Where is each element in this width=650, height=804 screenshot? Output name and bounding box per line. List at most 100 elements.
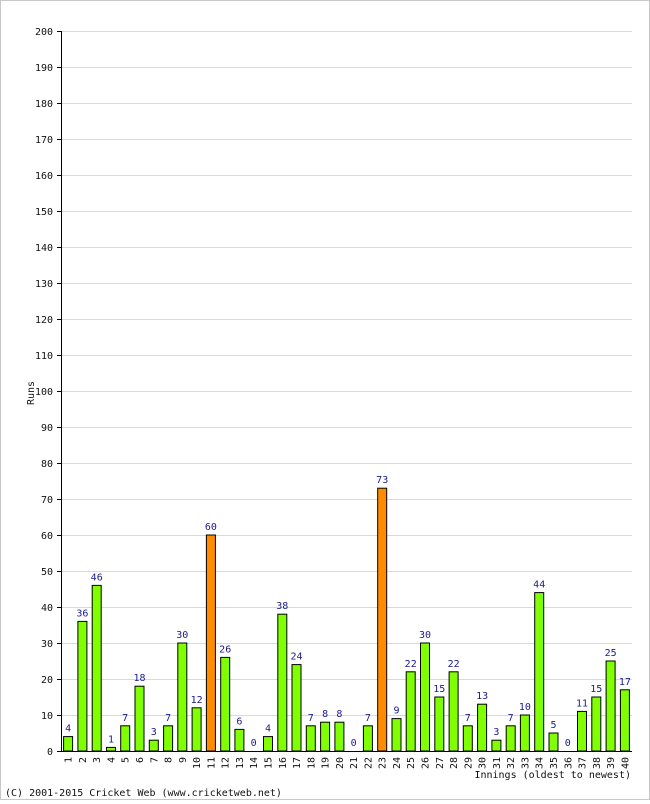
y-axis-ticks: 0 10 20 30 40 50 60 70 80 90 100 110 120 130 140 150 160… [35,27,61,758]
x-tick-label: 8 [164,757,175,763]
x-tick-label: 32 [506,757,517,769]
bar-innings-9 [177,642,188,752]
data-label: 4 [265,724,271,735]
data-label: 7 [165,713,171,724]
y-tick-label: 110 [35,351,53,362]
data-label: 17 [619,677,631,688]
data-label: 30 [176,630,188,641]
y-tick-label: 190 [35,63,53,74]
bar-innings-29 [462,725,473,752]
bar-innings-39 [605,660,616,752]
bar-innings-23 [377,487,388,752]
bar-innings-15 [263,736,273,752]
bar-innings-6 [134,685,145,752]
data-label: 36 [76,608,88,619]
x-tick-label: 17 [292,757,303,769]
x-tick-label: 1 [64,757,75,763]
data-label: 15 [433,684,445,695]
x-tick-label: 16 [278,757,289,769]
y-tick-label: 30 [41,639,53,650]
data-label: 3 [493,727,499,738]
x-tick-label: 20 [335,757,346,769]
bar-innings-18 [305,725,316,752]
x-axis-ticks: 1 2 3 4 5 6 7 8 9 10 11 12 13 14 15 16 17 18 19 20 21 22 23 24 2… [64,757,632,769]
bar-innings-25 [405,671,416,752]
bar-innings-17 [291,664,302,752]
x-tick-label: 15 [264,757,275,769]
bar-innings-8 [163,725,174,752]
x-axis-label: Innings (oldest to newest) [474,770,631,781]
y-tick-label: 180 [35,99,53,110]
data-label: 25 [605,648,617,659]
y-tick-label: 90 [41,423,53,434]
bar-innings-16 [277,613,288,752]
bar-innings-26 [420,642,430,752]
data-label: 7 [122,713,128,724]
bar-innings-34 [534,592,545,752]
x-tick-label: 29 [463,757,474,769]
bar-innings-13 [234,728,245,752]
data-label: 22 [448,659,460,670]
x-tick-label: 24 [392,757,403,769]
bar-innings-7 [148,739,159,752]
copyright-text: (C) 2001-2015 Cricket Web (www.cricketwe… [5,788,282,799]
data-label: 1 [108,734,114,745]
bar-innings-31 [491,739,502,752]
y-tick-label: 160 [35,171,53,182]
y-tick-label: 50 [41,567,53,578]
bar-innings-28 [448,671,459,752]
x-tick-label: 27 [435,757,446,769]
x-tick-label: 5 [121,757,132,763]
bar-innings-11 [205,534,216,752]
data-label: 0 [565,738,571,749]
x-tick-label: 33 [520,757,531,769]
x-tick-label: 38 [592,757,603,769]
bar-innings-40 [619,689,630,752]
bar-innings-24 [391,718,402,752]
data-label: 26 [219,644,231,655]
bar-innings-22 [362,725,373,752]
y-tick-label: 120 [35,315,53,326]
data-label: 24 [290,652,302,663]
x-tick-label: 21 [349,757,360,769]
y-tick-label: 0 [47,747,53,758]
data-label: 30 [419,630,431,641]
y-tick-label: 70 [41,495,53,506]
data-label: 5 [550,720,556,731]
data-label: 73 [376,475,388,486]
data-label: 46 [91,572,103,583]
y-tick-label: 20 [41,675,53,686]
x-tick-label: 30 [478,757,489,769]
y-tick-label: 100 [35,387,53,398]
bar-innings-38 [591,696,602,752]
x-tick-label: 10 [192,757,203,769]
data-label: 6 [236,716,242,727]
bar-innings-2 [77,620,88,752]
bar-innings-20 [334,721,345,752]
x-tick-label: 3 [92,757,103,763]
x-tick-label: 7 [149,757,160,763]
data-label: 3 [151,727,157,738]
bars [63,487,630,752]
bar-innings-3 [91,584,102,752]
data-label: 60 [205,522,217,533]
bar-innings-30 [477,703,488,752]
data-label: 18 [133,673,145,684]
bar-innings-19 [320,721,331,752]
bar-innings-5 [120,725,131,752]
bar-innings-1 [63,736,74,752]
y-tick-label: 40 [41,603,53,614]
x-tick-label: 13 [235,757,246,769]
x-tick-label: 23 [378,757,389,769]
data-label: 22 [405,659,417,670]
x-tick-label: 22 [363,757,374,769]
bar-innings-35 [548,732,559,752]
x-tick-label: 14 [249,757,260,769]
data-label: 7 [508,713,514,724]
x-tick-label: 35 [549,757,560,769]
data-label: 12 [191,695,203,706]
x-tick-label: 37 [578,757,589,769]
x-tick-label: 11 [206,757,217,769]
